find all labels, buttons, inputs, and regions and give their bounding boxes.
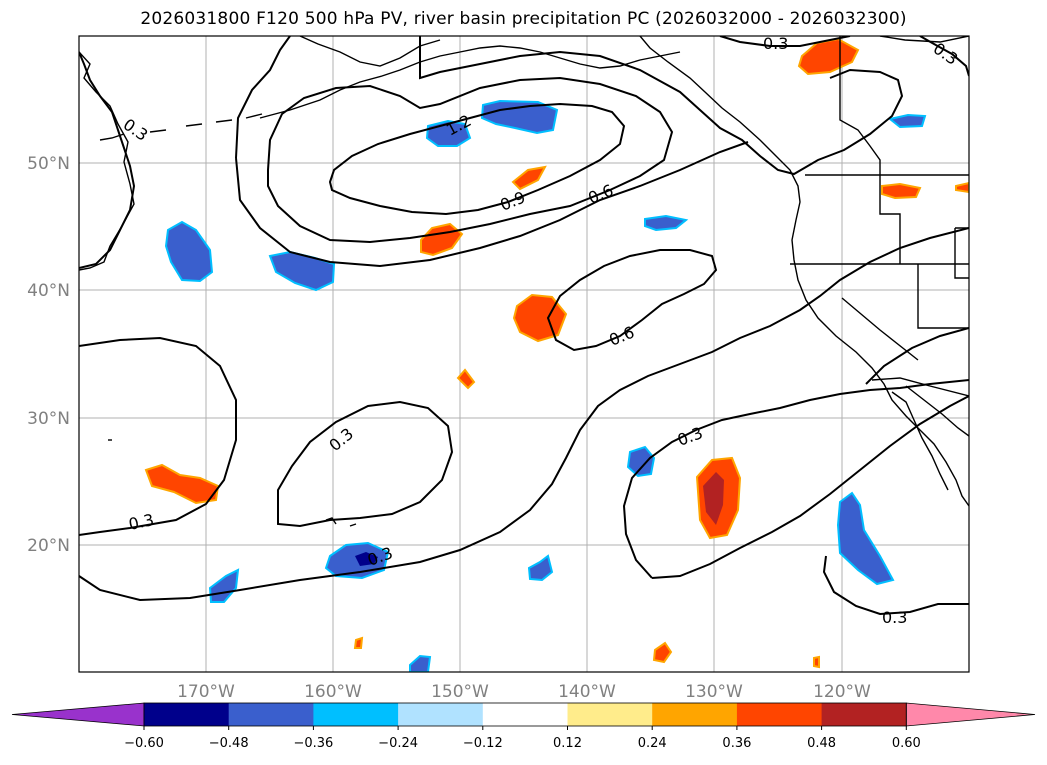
pv-contour-1.2 (328, 102, 626, 216)
ocean-background (79, 36, 969, 672)
precip-blob-pos (881, 182, 922, 200)
pv-contour-0.3 (822, 555, 969, 616)
baja-california-coastline (891, 391, 949, 491)
precip-blob-neg (409, 654, 432, 672)
colorbar-tick-label: 0.60 (892, 736, 921, 751)
precip-blob-neg-strong (355, 552, 378, 566)
colorbar: −0.60 −0.48 −0.36 −0.24 −0.12 0.12 0.24 0.36 0.4… (11, 702, 1036, 751)
colorbar-frame (143, 702, 907, 727)
map-content: 0.3 0.3 1.2 0.9 0.6 0.6 0.3 0.3 0.3 0.3 … (79, 34, 969, 672)
pv-contours (79, 36, 969, 616)
pv-contour-0.3 (277, 400, 454, 528)
hawaii-island (349, 523, 357, 527)
pv-contour-0.3 (651, 395, 969, 579)
lat-label: 50°N (27, 154, 70, 174)
pv-contour-0.9 (267, 76, 674, 244)
state-border (790, 175, 969, 329)
pv-contour-0.3 (79, 51, 136, 269)
gulf-california-coastline (905, 385, 969, 437)
pv-contour-0.6 (235, 36, 904, 268)
map-title: 2026031800 F120 500 hPa PV, river basin … (140, 9, 907, 29)
precip-blob-neg (836, 491, 895, 586)
lon-label: 140°W (558, 682, 616, 702)
colorbar-tick-label: 0.48 (807, 736, 836, 751)
colorbar-segment (228, 703, 314, 726)
north-america-coastline (639, 36, 969, 507)
colorbar-tick-label: 0.12 (553, 736, 582, 751)
colorbar-extend-min (11, 702, 145, 727)
colorbar-tick-label: −0.12 (463, 736, 503, 751)
gridlines (79, 36, 969, 672)
colorbar-segment (482, 703, 568, 726)
coastlines (79, 36, 969, 527)
colorbar-tick-label: −0.24 (378, 736, 418, 751)
lon-label: 150°W (431, 682, 489, 702)
colorbar-tick-label: −0.60 (124, 736, 164, 751)
precip-blob-pos (456, 368, 476, 390)
precip-blob-pos (955, 181, 969, 194)
aleutian-islands (99, 113, 263, 141)
pv-contour-0.3 (79, 336, 237, 536)
alaska-coastline (299, 36, 441, 67)
kamchatka-coastline (79, 51, 135, 271)
precip-blob-neg (626, 445, 656, 478)
pv-contour-0.3 (622, 379, 969, 579)
colorbar-segment (567, 703, 653, 726)
precip-blob-pos (813, 655, 820, 669)
lon-label: 130°W (685, 682, 743, 702)
colorbar-segment (398, 703, 484, 726)
precip-blob-pos-strong (703, 472, 724, 525)
precip-blobs (144, 37, 969, 672)
latitude-labels: 50°N 40°N 30°N 20°N (27, 154, 70, 556)
colorbar-tick-label: 0.36 (722, 736, 751, 751)
precip-blob-neg (164, 220, 214, 283)
precip-blob-pos (353, 636, 364, 649)
precip-blob-neg (644, 214, 689, 232)
pv-contour-0.6 (546, 249, 718, 352)
map-frame (78, 35, 970, 673)
precip-blob-pos (652, 641, 673, 664)
colorbar-segments (11, 702, 1036, 727)
pv-contour-0.3 (865, 327, 969, 385)
colorbar-segment (821, 703, 907, 726)
contour-label: 0.3 (882, 608, 907, 627)
precip-blob-pos (144, 463, 220, 505)
state-border (841, 297, 919, 361)
colorbar-segment (736, 703, 823, 726)
mexico-border (871, 377, 969, 397)
precip-blob-pos (511, 165, 547, 191)
lat-label: 40°N (27, 281, 70, 301)
lon-label: 120°W (813, 682, 871, 702)
pv-contour-0.3 (79, 227, 969, 602)
hawaii-island (325, 517, 337, 525)
lat-label: 20°N (27, 536, 70, 556)
precip-blob-neg (527, 554, 554, 582)
pv-contour-0.3 (719, 36, 851, 47)
pv-contour-0.3 (919, 36, 969, 77)
colorbar-segment (652, 703, 738, 726)
colorbar-extend-max (905, 702, 1036, 727)
colorbar-tick-label: −0.36 (293, 736, 333, 751)
lon-label: 170°W (177, 682, 235, 702)
colorbar-tick-label: −0.48 (209, 736, 249, 751)
precip-blob-neg (887, 113, 927, 129)
colorbar-segment (144, 703, 230, 726)
colorbar-segment (313, 703, 399, 726)
colorbar-tick-label: 0.24 (638, 736, 667, 751)
contour-label: 0.3 (763, 34, 788, 53)
longitude-labels: 170°W 160°W 150°W 140°W 130°W 120°W (177, 682, 871, 702)
lat-label: 30°N (27, 409, 70, 429)
lon-label: 160°W (304, 682, 362, 702)
colorbar-ticks: −0.60 −0.48 −0.36 −0.24 −0.12 0.12 0.24 0.36 0.4… (124, 726, 921, 751)
contour-label: 0.3 (127, 510, 156, 534)
